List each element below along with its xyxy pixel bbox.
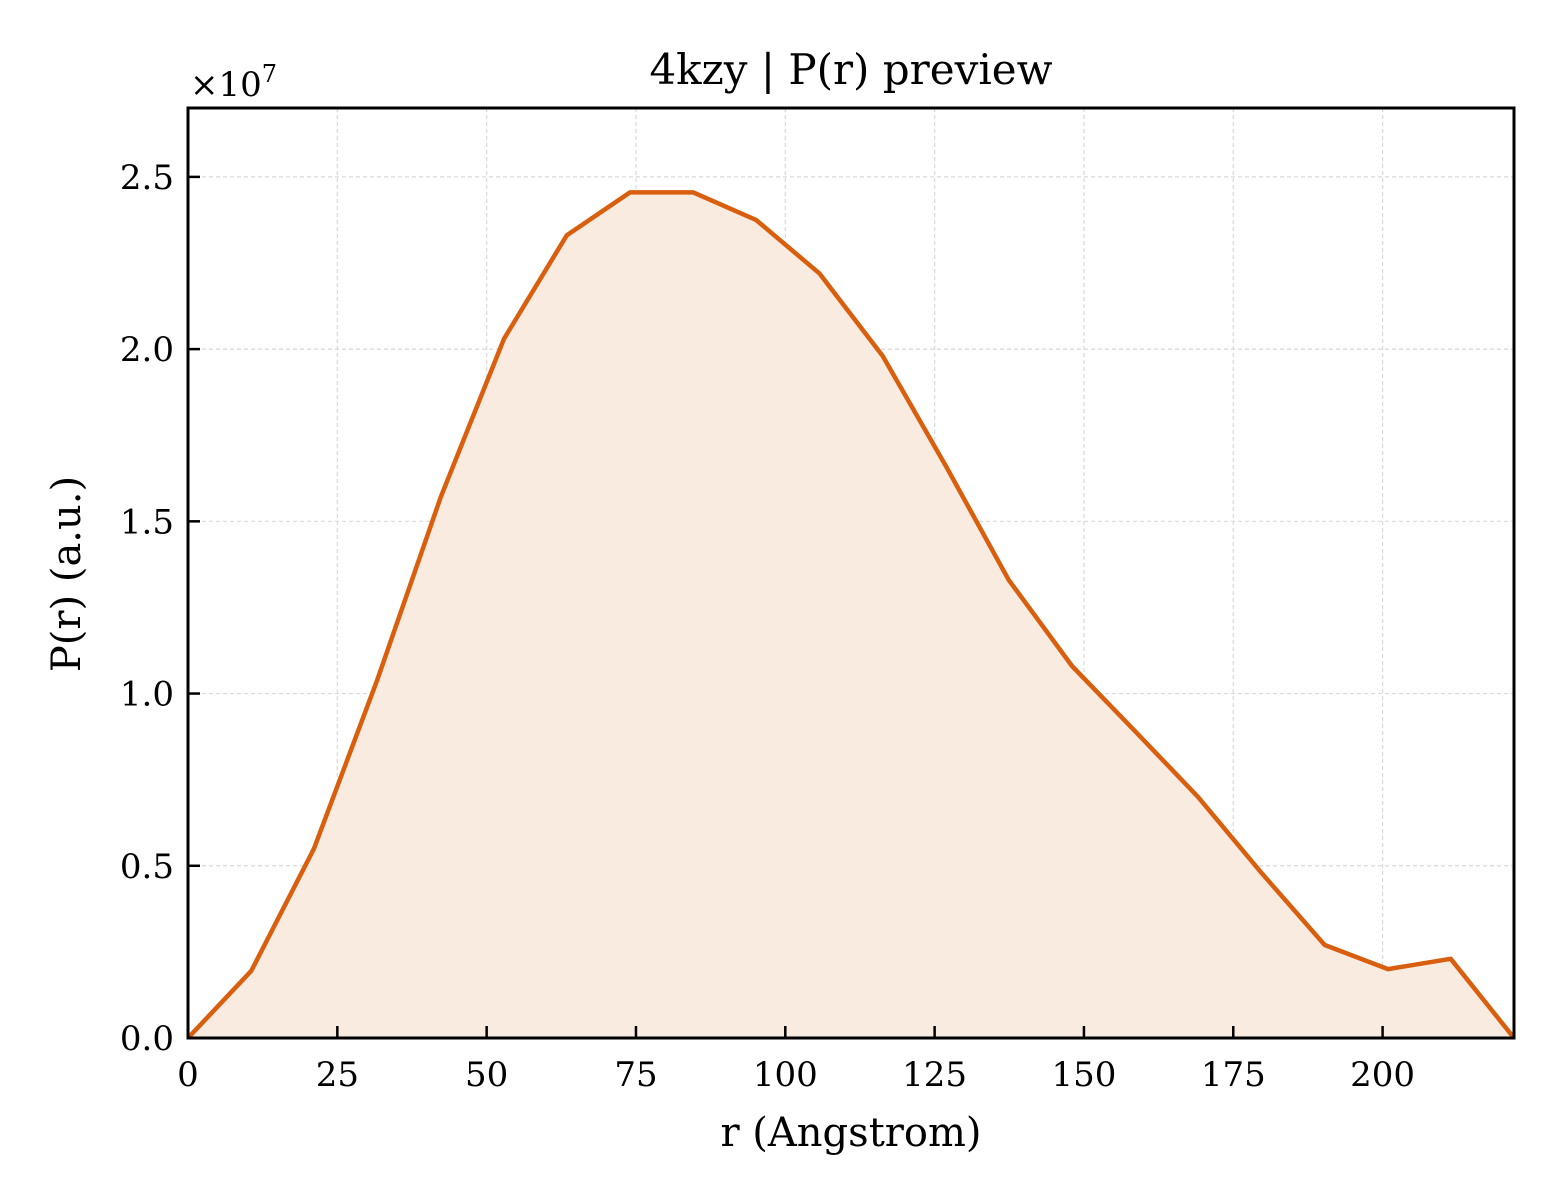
- pr-area-fill: [188, 192, 1514, 1038]
- y-axis-label: P(r) (a.u.): [44, 476, 90, 672]
- y-tick-label: 1.5: [120, 502, 174, 542]
- x-tick-label: 75: [614, 1055, 657, 1095]
- x-tick-label: 200: [1350, 1055, 1415, 1095]
- x-axis-label: r (Angstrom): [720, 1110, 981, 1156]
- y-tick-label: 2.5: [120, 158, 174, 198]
- y-tick-label: 0.0: [120, 1019, 174, 1059]
- multiplier-base: ×10: [190, 65, 262, 105]
- x-tick-label: 50: [465, 1055, 508, 1095]
- y-tick-label: 2.0: [120, 330, 174, 370]
- multiplier-exponent: 7: [262, 60, 277, 88]
- y-tick-label: 1.0: [120, 675, 174, 715]
- x-tick-label: 25: [316, 1055, 359, 1095]
- x-tick-label: 175: [1201, 1055, 1266, 1095]
- pr-series-line: [186, 190, 1516, 1040]
- x-tick-label: 125: [902, 1055, 967, 1095]
- plot-frame: [186, 106, 1516, 1040]
- y-tick-label: 0.5: [120, 847, 174, 887]
- chart-title: 4kzy | P(r) preview: [649, 45, 1052, 94]
- x-tick-label: 100: [753, 1055, 818, 1095]
- x-tick-label: 0: [177, 1055, 199, 1095]
- y-axis-multiplier: ×107: [190, 60, 277, 105]
- x-tick-label: 150: [1051, 1055, 1116, 1095]
